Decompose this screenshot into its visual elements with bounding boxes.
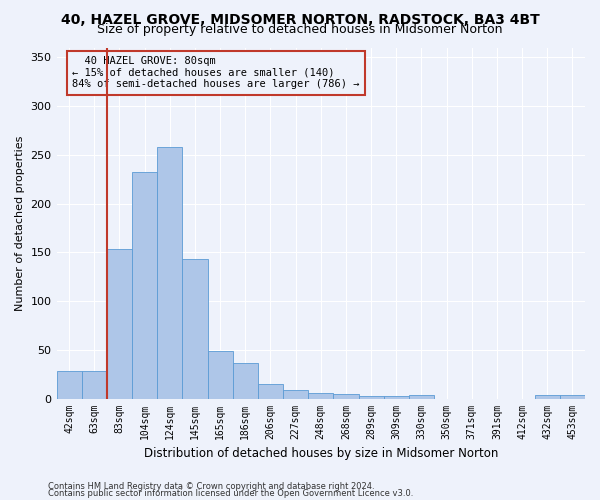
Bar xyxy=(535,394,560,398)
Text: Contains HM Land Registry data © Crown copyright and database right 2024.: Contains HM Land Registry data © Crown c… xyxy=(48,482,374,491)
Bar xyxy=(132,172,157,398)
Y-axis label: Number of detached properties: Number of detached properties xyxy=(15,136,25,310)
Text: 40, HAZEL GROVE, MIDSOMER NORTON, RADSTOCK, BA3 4BT: 40, HAZEL GROVE, MIDSOMER NORTON, RADSTO… xyxy=(61,12,539,26)
X-axis label: Distribution of detached houses by size in Midsomer Norton: Distribution of detached houses by size … xyxy=(143,447,498,460)
Text: 40 HAZEL GROVE: 80sqm
← 15% of detached houses are smaller (140)
84% of semi-det: 40 HAZEL GROVE: 80sqm ← 15% of detached … xyxy=(73,56,360,90)
Bar xyxy=(359,396,383,398)
Bar xyxy=(208,351,233,399)
Bar xyxy=(334,394,359,398)
Bar xyxy=(56,372,82,398)
Text: Contains public sector information licensed under the Open Government Licence v3: Contains public sector information licen… xyxy=(48,490,413,498)
Bar xyxy=(258,384,283,398)
Bar xyxy=(283,390,308,398)
Bar xyxy=(157,147,182,399)
Bar xyxy=(308,392,334,398)
Bar xyxy=(182,259,208,398)
Bar xyxy=(82,372,107,398)
Bar xyxy=(409,394,434,398)
Text: Size of property relative to detached houses in Midsomer Norton: Size of property relative to detached ho… xyxy=(97,22,503,36)
Bar xyxy=(383,396,409,398)
Bar xyxy=(560,394,585,398)
Bar xyxy=(107,250,132,398)
Bar xyxy=(233,364,258,398)
